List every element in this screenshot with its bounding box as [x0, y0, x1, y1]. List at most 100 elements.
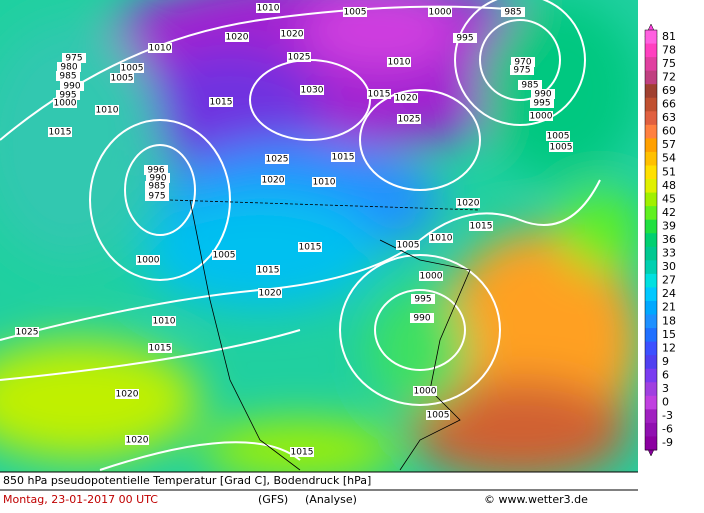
isobar-label: 985	[504, 8, 521, 18]
isobar-label: 1005	[547, 132, 570, 142]
isobar-label: 1005	[427, 411, 450, 421]
colorbar-swatch	[645, 409, 657, 424]
isobar-label: 985	[148, 182, 165, 192]
colorbar-label: -6	[662, 423, 673, 436]
isobar-label-bg	[152, 316, 176, 326]
isobar-label-bg	[331, 152, 355, 162]
colorbar-swatch	[645, 70, 657, 85]
colorbar-label: 24	[662, 287, 676, 300]
colorbar-label: 21	[662, 301, 676, 314]
colorbar-label: 3	[662, 382, 669, 395]
isobar-label: 1020	[116, 390, 139, 400]
isobar-label-bg	[511, 57, 535, 67]
isobar-label: 1020	[262, 176, 285, 186]
colorbar-label: 63	[662, 111, 676, 124]
isobar-label-bg	[300, 85, 324, 95]
isobar-label-bg	[312, 177, 336, 187]
isobar-label-bg	[453, 33, 477, 43]
isobar-label-bg	[57, 62, 81, 72]
isobar-label: 1020	[259, 289, 282, 299]
isobar-label: 1015	[332, 153, 355, 163]
isobar-label: 1010	[430, 234, 453, 244]
colorbar-label: 78	[662, 43, 676, 56]
isobar-label: 990	[413, 314, 430, 324]
isobar-label-bg	[428, 7, 452, 17]
isobar-label-bg	[456, 198, 480, 208]
colorbar-label: 27	[662, 274, 676, 287]
isobar-label: 1015	[299, 243, 322, 253]
colorbar-swatch	[645, 206, 657, 221]
isobar-label: 1015	[49, 128, 72, 138]
isobar-label: 1025	[266, 155, 289, 165]
isobar-label: 985	[521, 81, 538, 91]
isobar-label-bg	[115, 389, 139, 399]
colorbar-label: 72	[662, 70, 676, 83]
isobar-label-bg	[145, 191, 169, 201]
isobar-label: 1010	[388, 58, 411, 68]
isobar-label-bg	[60, 81, 84, 91]
isobar-label-bg	[469, 221, 493, 231]
isobar-label: 995	[414, 295, 431, 305]
colorbar-label: 81	[662, 30, 676, 43]
isobar-label: 1020	[126, 436, 149, 446]
isobar-label: 1000	[137, 256, 160, 266]
colorbar-label: 15	[662, 328, 676, 341]
isobar-label: 1005	[121, 64, 144, 74]
isobar-label: 1000	[530, 112, 553, 122]
isobar-label-bg	[287, 52, 311, 62]
isobar-label: 1010	[149, 44, 172, 54]
colorbar-swatch	[645, 30, 657, 45]
isobar-label: 1005	[111, 74, 134, 84]
colorbar-label: 54	[662, 152, 676, 165]
isobar-label-bg	[387, 57, 411, 67]
isobar-label-bg	[148, 343, 172, 353]
colorbar-label: 9	[662, 355, 669, 368]
credit: © www.wetter3.de	[484, 493, 588, 506]
colorbar-label: 33	[662, 247, 676, 260]
isobar-label: 1015	[368, 90, 391, 100]
isobar-label: 1005	[550, 143, 573, 153]
isobar-label-bg	[265, 154, 289, 164]
isobar-label: 1030	[301, 86, 324, 96]
isobar-label: 970	[514, 58, 531, 68]
colorbar-label: 48	[662, 179, 676, 192]
isobar-label-bg	[396, 240, 420, 250]
colorbar-swatch	[645, 314, 657, 329]
isobar-label: 996	[147, 166, 164, 176]
isobar-label-bg	[256, 265, 280, 275]
colorbar-swatch	[645, 300, 657, 316]
isobar-label: 990	[534, 90, 551, 100]
isobar-label-bg	[256, 3, 280, 13]
isobar-label: 1010	[313, 178, 336, 188]
colorbar-swatch	[645, 233, 657, 248]
colorbar-label: 75	[662, 57, 676, 70]
colorbar-label: -3	[662, 409, 673, 422]
colorbar-swatch	[645, 422, 657, 437]
colorbar-swatch	[645, 111, 657, 126]
isobar-label-bg	[110, 73, 134, 83]
isobar-label: 1000	[420, 272, 443, 282]
run: (Analyse)	[305, 493, 357, 506]
isobar-label-bg	[429, 233, 453, 243]
colorbar-swatch	[645, 84, 657, 99]
isobar-label: 995	[456, 34, 473, 44]
isobar-label: 1020	[395, 94, 418, 104]
colorbar-label: 36	[662, 233, 676, 246]
isobar-label-bg	[125, 435, 149, 445]
colorbar-label: 69	[662, 84, 676, 97]
isobar-label: 1005	[344, 8, 367, 18]
isobar-label-bg	[394, 93, 418, 103]
isobar-label: 1025	[398, 115, 421, 125]
isobar-label-bg	[510, 65, 534, 75]
isobar-label-bg	[120, 63, 144, 73]
isobar-label-bg	[209, 97, 233, 107]
colorbar-swatch	[645, 179, 657, 194]
isobar-label-bg	[56, 71, 80, 81]
isobar-label-bg	[53, 98, 77, 108]
colorbar-swatch	[645, 382, 657, 397]
colorbar-label: 18	[662, 314, 676, 327]
colorbar-label: 42	[662, 206, 676, 219]
isobar-label: 1020	[457, 199, 480, 209]
